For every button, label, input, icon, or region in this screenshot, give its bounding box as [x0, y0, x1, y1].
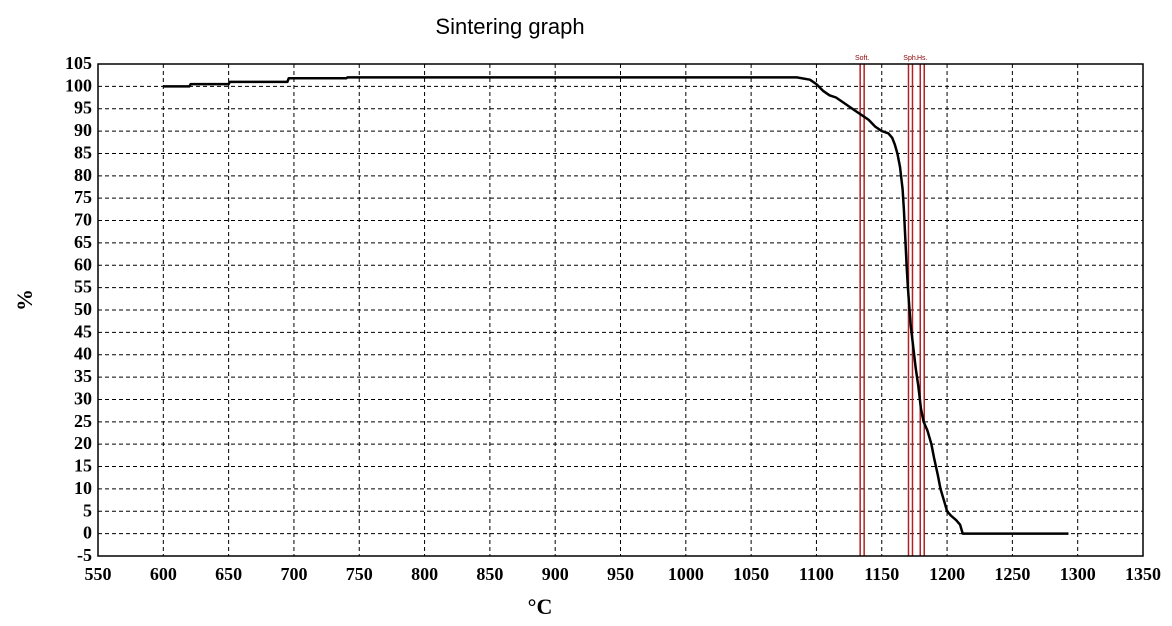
- plot-frame: [97, 63, 1144, 557]
- y-tick-label: 70: [74, 210, 92, 230]
- x-tick-label: 850: [476, 564, 503, 584]
- marker-label: Soft.: [855, 55, 869, 62]
- x-tick-label: 650: [215, 564, 242, 584]
- y-tick-label: 40: [74, 344, 92, 364]
- x-tick-label: 800: [411, 564, 438, 584]
- y-tick-label: 5: [83, 500, 92, 520]
- x-tick-label: 750: [346, 564, 373, 584]
- y-tick-label: 85: [74, 142, 92, 162]
- x-tick-label: 1000: [668, 564, 704, 584]
- grid-layer: [98, 64, 1143, 556]
- y-tick-label: 95: [74, 98, 92, 118]
- axis-layer: 550 600 650 700 750 800 850 900 950 1000 1050 1100 1…: [65, 53, 1161, 584]
- marker-layer: Soft. Sph. Hs.: [855, 55, 928, 556]
- x-tick-label: 1250: [994, 564, 1030, 584]
- x-tick-label: 600: [150, 564, 177, 584]
- x-tick-label: 1050: [733, 564, 769, 584]
- x-tick-label: 1300: [1060, 564, 1096, 584]
- y-tick-label: 15: [74, 456, 92, 476]
- y-tick-label: 75: [74, 187, 92, 207]
- y-tick-label: 50: [74, 299, 92, 319]
- y-tick-label: 90: [74, 120, 92, 140]
- y-tick-label: 45: [74, 321, 92, 341]
- y-tick-label: 25: [74, 411, 92, 431]
- x-tick-label: 1150: [864, 564, 899, 584]
- y-tick-label: 10: [74, 478, 92, 498]
- marker-label: Sph.: [903, 55, 917, 62]
- y-tick-label: 80: [74, 165, 92, 185]
- y-tick-label: 35: [74, 366, 92, 386]
- y-tick-label: 30: [74, 388, 92, 408]
- x-tick-label: 1200: [929, 564, 965, 584]
- y-axis-label: %: [12, 289, 37, 311]
- x-tick-label: 1350: [1125, 564, 1161, 584]
- y-tick-label: 105: [65, 53, 92, 73]
- y-tick-label: 65: [74, 232, 92, 252]
- x-tick-label: 700: [280, 564, 307, 584]
- y-tick-label: 0: [83, 523, 92, 543]
- chart-title: Sintering graph: [435, 14, 584, 39]
- x-tick-label: 900: [542, 564, 569, 584]
- y-tick-label: 20: [74, 433, 92, 453]
- y-tick-label: 100: [65, 75, 92, 95]
- series-layer: [163, 76, 1069, 535]
- x-axis-label: °C: [528, 594, 553, 619]
- y-tick-label: 60: [74, 254, 92, 274]
- x-tick-label: 550: [85, 564, 112, 584]
- y-tick-label: -5: [77, 545, 92, 565]
- y-tick-label: 55: [74, 277, 92, 297]
- marker-label: Hs.: [917, 55, 928, 62]
- data-series-line: [163, 76, 1069, 535]
- x-tick-label: 950: [607, 564, 634, 584]
- x-tick-label: 1100: [799, 564, 834, 584]
